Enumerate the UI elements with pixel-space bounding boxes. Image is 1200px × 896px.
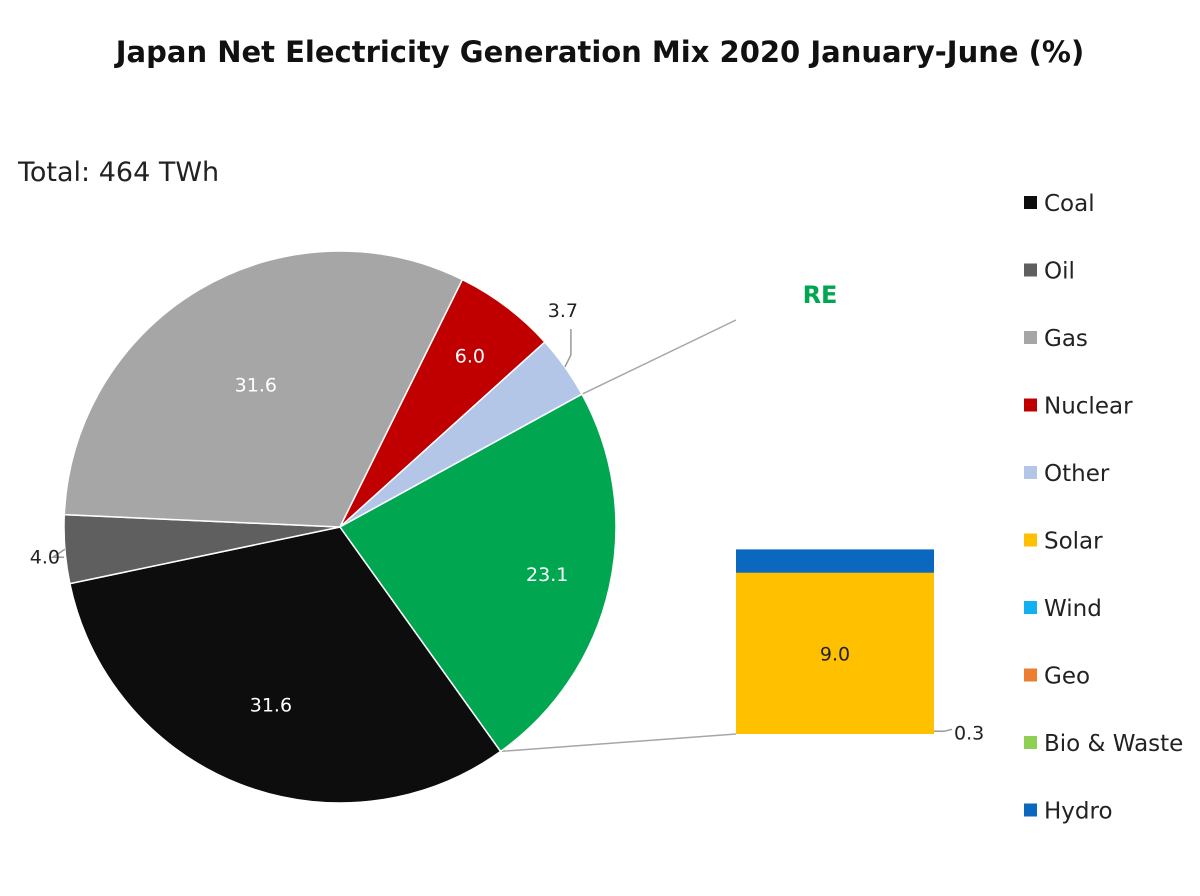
pie-label-gas: 31.6 xyxy=(235,374,277,396)
legend-swatch-coal xyxy=(1024,196,1037,209)
pie-label-other: 3.7 xyxy=(548,300,578,322)
bar-segment-solar xyxy=(736,572,934,734)
legend-swatch-oil xyxy=(1024,263,1037,277)
pie-label-re: 23.1 xyxy=(526,564,568,586)
chart-title: Japan Net Electricity Generation Mix 202… xyxy=(114,35,1084,69)
legend-label-geo: Geo xyxy=(1044,664,1090,690)
re-stacked-bar: RE 10.32.50.31.09.0 xyxy=(736,281,984,744)
legend-swatch-bio-waste xyxy=(1024,736,1037,749)
legend-label-hydro: Hydro xyxy=(1044,799,1113,825)
pie-label-coal: 31.6 xyxy=(250,695,292,717)
legend-swatch-other xyxy=(1024,466,1037,479)
bar-label-solar: 9.0 xyxy=(820,643,850,665)
bar-label-geo: 0.3 xyxy=(954,722,984,744)
connector-bottom xyxy=(500,733,737,753)
pie-slice-coal xyxy=(68,526,502,804)
legend-label-nuclear: Nuclear xyxy=(1044,394,1133,420)
legend-label-coal: Coal xyxy=(1044,191,1095,217)
legend-swatch-nuclear xyxy=(1024,398,1037,412)
total-label: Total: 464 TWh xyxy=(17,157,219,188)
legend-label-gas: Gas xyxy=(1044,326,1088,352)
legend-swatch-hydro xyxy=(1024,803,1037,817)
pie-to-bar-connectors xyxy=(500,319,737,753)
pie-labels: 31.6 4.0 31.6 6.0 3.7 23.1 xyxy=(30,300,578,717)
legend-swatch-solar xyxy=(1024,533,1037,547)
pie xyxy=(63,250,617,804)
pie-label-nuclear: 6.0 xyxy=(455,345,485,367)
pie-slice-gas xyxy=(63,250,464,528)
connector-top xyxy=(581,319,737,395)
leader-line-oil xyxy=(50,548,66,559)
legend: Coal Oil Gas Nuclear Other Solar Wind Geo Bio & … xyxy=(1024,191,1183,825)
legend-label-solar: Solar xyxy=(1044,529,1103,555)
re-bar-title: RE xyxy=(803,281,838,309)
pie-slice-re xyxy=(338,393,617,753)
legend-label-oil: Oil xyxy=(1044,259,1075,285)
legend-label-other: Other xyxy=(1044,461,1110,487)
pie-label-oil: 4.0 xyxy=(30,546,60,568)
leader-line-other xyxy=(564,329,572,368)
legend-label-wind: Wind xyxy=(1044,596,1102,622)
legend-label-bio-waste: Bio & Waste xyxy=(1044,731,1183,757)
legend-swatch-geo xyxy=(1024,668,1037,682)
legend-swatch-gas xyxy=(1024,331,1037,344)
legend-swatch-wind xyxy=(1024,601,1037,614)
leader-line-geo xyxy=(934,728,953,733)
